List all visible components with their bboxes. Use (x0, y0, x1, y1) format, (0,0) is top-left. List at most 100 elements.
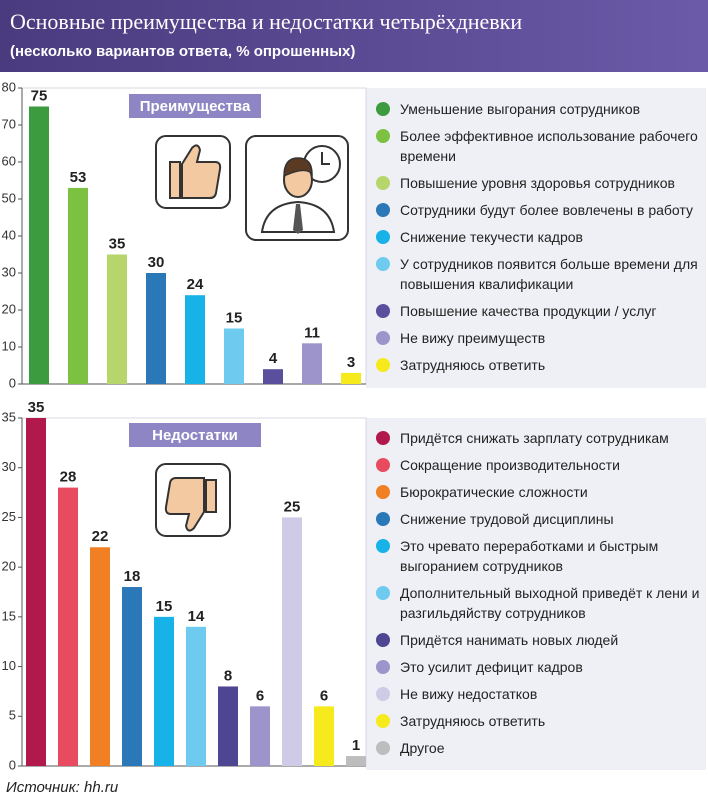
legend-swatch (376, 102, 390, 116)
icon-thumbs-up (155, 135, 231, 209)
legend-swatch (376, 687, 390, 701)
legend: Уменьшение выгорания сотрудников Более эф… (372, 96, 702, 379)
y-tick-label: 70 (2, 116, 16, 131)
legend-swatch (376, 741, 390, 755)
legend-item: Не вижу преимуществ (372, 325, 702, 352)
legend-label: Не вижу недостатков (400, 686, 538, 702)
value-label: 22 (92, 528, 109, 545)
bar (185, 295, 205, 384)
legend-label: Затрудняюсь ответить (400, 357, 546, 373)
legend-item: Это усилит дефицит кадров (372, 654, 702, 681)
legend-item: Затрудняюсь ответить (372, 708, 702, 735)
panel-label: Преимущества (140, 98, 251, 115)
value-label: 35 (109, 235, 126, 252)
legend-panel (366, 88, 706, 388)
value-label: 6 (256, 687, 264, 704)
legend-swatch (376, 512, 390, 526)
bar (263, 369, 283, 384)
legend-item: Более эффективное использование рабочего… (372, 123, 702, 170)
value-label: 24 (187, 276, 204, 293)
bar (90, 547, 110, 766)
legend-label: Бюрократические сложности (400, 484, 588, 500)
y-tick-label: 15 (2, 608, 16, 623)
legend-item: Другое (372, 735, 702, 762)
icon-thumbs-down (155, 463, 231, 537)
y-tick-label: 60 (2, 153, 16, 168)
bar (154, 616, 174, 766)
value-label: 1 (352, 737, 360, 754)
legend-label: Это чревато переработками и быстрым выго… (400, 538, 659, 574)
y-tick-label: 30 (2, 459, 16, 474)
legend-item: Сокращение производительности (372, 452, 702, 479)
y-tick-label: 5 (9, 708, 16, 723)
legend-item: Снижение трудовой дисциплины (372, 506, 702, 533)
legend-panel (366, 418, 706, 770)
y-tick-label: 30 (2, 264, 16, 279)
panel-label-box (127, 92, 263, 120)
header-band (0, 0, 708, 72)
legend-label: Снижение трудовой дисциплины (400, 511, 614, 527)
legend-label: Не вижу преимуществ (400, 330, 546, 346)
icon-person (245, 135, 349, 241)
legend-label: Затрудняюсь ответить (400, 713, 546, 729)
legend-label: Придётся нанимать новых людей (400, 632, 619, 648)
legend-item: Повышение уровня здоровья сотрудников (372, 170, 702, 197)
value-label: 3 (347, 354, 355, 371)
legend-swatch (376, 458, 390, 472)
legend-swatch (376, 539, 390, 553)
legend-label: Снижение текучести кадров (400, 229, 583, 245)
legend-label: Повышение качества продукции / услуг (400, 303, 657, 319)
bar (224, 328, 244, 384)
legend-swatch (376, 304, 390, 318)
legend-swatch (376, 660, 390, 674)
legend-item: Сотрудники будут более вовлечены в работ… (372, 197, 702, 224)
legend-item: Затрудняюсь ответить (372, 352, 702, 379)
bar (146, 273, 166, 384)
legend-swatch (376, 331, 390, 345)
legend-label: У сотрудников появится больше времени дл… (400, 256, 698, 292)
legend-label: Сотрудники будут более вовлечены в работ… (400, 202, 693, 218)
y-tick-label: 20 (2, 559, 16, 574)
y-tick-label: 35 (2, 409, 16, 424)
bar (341, 372, 361, 384)
value-label: 25 (284, 498, 301, 515)
bar (186, 626, 206, 766)
source: Источник: hh.ru (6, 779, 119, 796)
legend-swatch (376, 633, 390, 647)
value-label: 14 (188, 608, 205, 625)
y-tick-label: 10 (2, 658, 16, 673)
legend-swatch (376, 257, 390, 271)
legend-item: Придётся снижать зарплату сотрудникам (372, 425, 702, 452)
y-tick-label: 80 (2, 79, 16, 94)
y-tick-label: 0 (9, 375, 16, 390)
bar (250, 706, 270, 766)
legend: Придётся снижать зарплату сотрудникам Сок… (372, 425, 702, 762)
legend-swatch (376, 203, 390, 217)
bar (314, 706, 334, 766)
legend-swatch (376, 714, 390, 728)
legend-label: Сокращение производительности (400, 457, 620, 473)
title: Основные преимущества и недостатки четыр… (10, 9, 522, 34)
value-label: 11 (304, 324, 320, 341)
bar (218, 686, 238, 766)
legend-item: Повышение качества продукции / услуг (372, 298, 702, 325)
value-label: 18 (124, 568, 141, 585)
legend-item: Придётся нанимать новых людей (372, 627, 702, 654)
legend-swatch (376, 230, 390, 244)
value-label: 30 (148, 254, 165, 271)
value-label: 75 (31, 87, 48, 104)
legend-swatch (376, 176, 390, 190)
legend-label: Придётся снижать зарплату сотрудникам (400, 430, 669, 446)
legend-item: Это чревато переработками и быстрым выго… (372, 533, 702, 580)
panel-label-box (127, 421, 263, 449)
y-tick-label: 25 (2, 509, 16, 524)
legend-item: У сотрудников появится больше времени дл… (372, 251, 702, 298)
legend-swatch (376, 485, 390, 499)
legend-label: Повышение уровня здоровья сотрудников (400, 175, 675, 191)
legend-item: Дополнительный выходной приведёт к лени … (372, 580, 702, 627)
legend-swatch (376, 586, 390, 600)
y-tick-label: 50 (2, 190, 16, 205)
legend-label: Другое (400, 740, 445, 756)
bar (26, 418, 46, 766)
